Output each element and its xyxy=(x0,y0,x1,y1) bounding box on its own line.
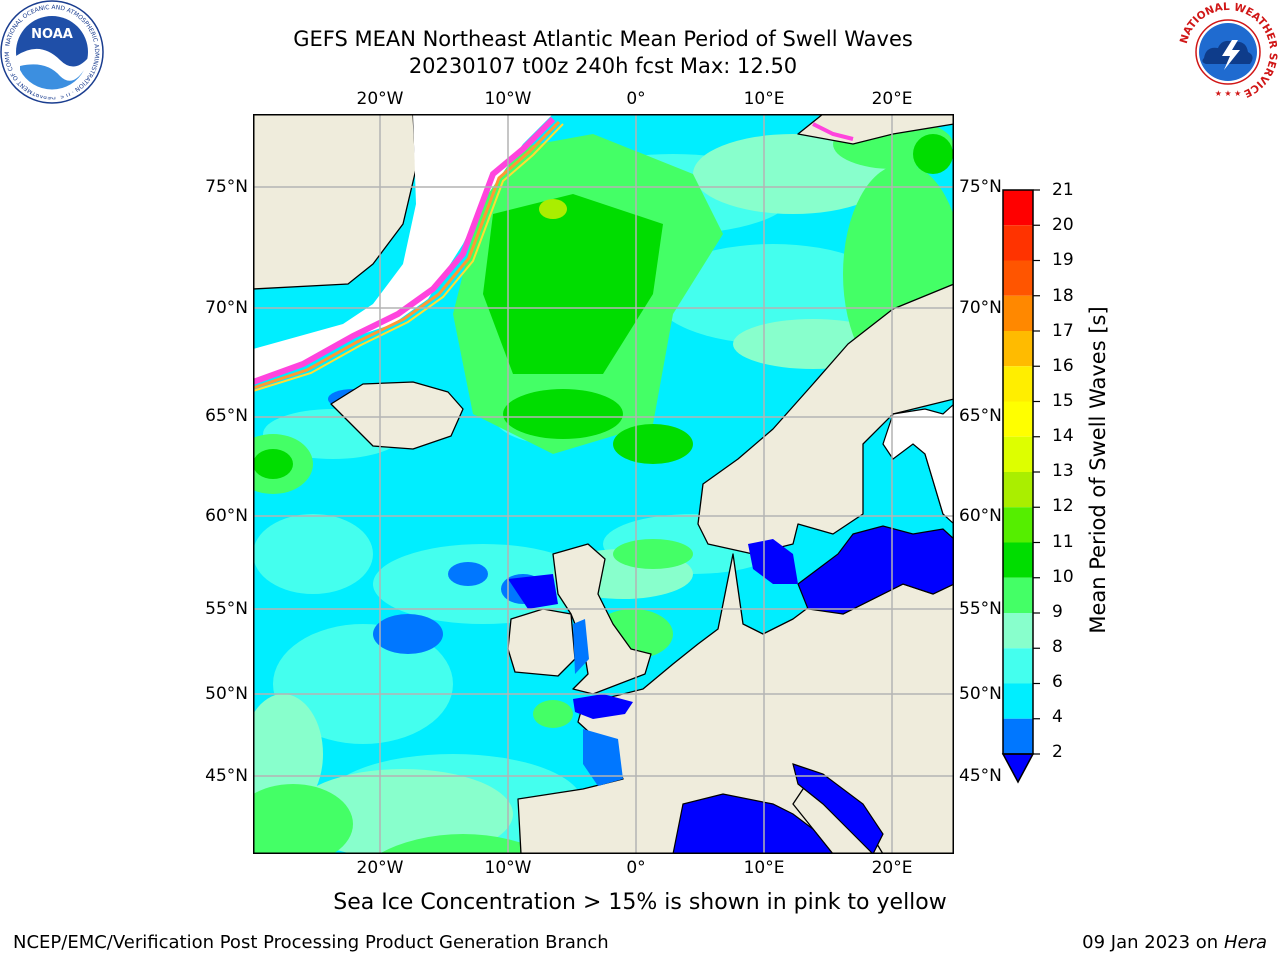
colorbar-tick-16: 16 xyxy=(1052,356,1074,376)
colorbar-tick-13: 13 xyxy=(1052,461,1074,481)
footer-date: 09 Jan 2023 on Hera xyxy=(1082,932,1267,953)
bay-of-biscay xyxy=(583,729,623,786)
colorbar-tick-17: 17 xyxy=(1052,321,1074,341)
lon-label-bottom-20e: 20°E xyxy=(871,858,913,878)
colorbar-tick-8: 8 xyxy=(1052,637,1063,657)
graticule xyxy=(253,114,954,854)
lat-label-right-55n: 55°N xyxy=(959,599,1002,619)
lat-label-right-45n: 45°N xyxy=(959,766,1002,786)
lat-label-left-50n: 50°N xyxy=(205,684,248,704)
sea-ice-edge-yellow xyxy=(253,123,564,392)
colorbar-tick-14: 14 xyxy=(1052,426,1074,446)
lat-label-right-50n: 50°N xyxy=(959,684,1002,704)
colorbar-band-4-6 xyxy=(1003,683,1033,719)
lon-label-top-20e: 20°E xyxy=(871,89,913,109)
colorbar-band-9-10 xyxy=(1003,577,1033,613)
colorbar-band-19-20 xyxy=(1003,225,1033,261)
svg-text:★ ★ ★: ★ ★ ★ xyxy=(1215,89,1242,98)
footer-credit: NCEP/EMC/Verification Post Processing Pr… xyxy=(13,932,609,953)
kattegat xyxy=(748,539,798,584)
lat-label-left-45n: 45°N xyxy=(205,766,248,786)
lon-label-top-0: 0° xyxy=(626,89,646,109)
colorbar-band-2-4 xyxy=(1003,718,1033,754)
lat-label-right-60n: 60°N xyxy=(959,506,1002,526)
lon-label-bottom-10e: 10°E xyxy=(743,858,785,878)
noaa-logo-text: NOAA xyxy=(31,27,73,42)
colorbar-band-8-9 xyxy=(1003,613,1033,649)
land-scandinavia xyxy=(697,283,954,555)
lat-label-left-70n: 70°N xyxy=(205,298,248,318)
irish-sea xyxy=(573,619,589,674)
colorbar-band-18-19 xyxy=(1003,260,1033,296)
colorbar-tick-11: 11 xyxy=(1052,532,1074,552)
lon-label-top-20w: 20°W xyxy=(356,89,404,109)
colorbar-tick-15: 15 xyxy=(1052,391,1074,411)
colorbar-tick-20: 20 xyxy=(1052,215,1074,235)
colorbar xyxy=(1001,189,1040,784)
baltic-sea xyxy=(797,525,954,615)
lon-label-bottom-0: 0° xyxy=(626,858,646,878)
nws-logo: NATIONAL WEATHER SERVICE ★ ★ ★ xyxy=(1177,1,1279,103)
lon-label-bottom-10w: 10°W xyxy=(484,858,532,878)
map-frame xyxy=(253,114,954,854)
sea-ice-edge-orange xyxy=(253,120,561,390)
colorbar-band-16-17 xyxy=(1003,331,1033,367)
lat-label-right-70n: 70°N xyxy=(959,298,1002,318)
map-subtitle: 20230107 t00z 240h fcst Max: 12.50 xyxy=(408,54,798,78)
colorbar-band-10-11 xyxy=(1003,542,1033,578)
colorbar-tick-2: 2 xyxy=(1052,742,1063,762)
land-masses xyxy=(253,114,954,854)
lat-label-right-75n: 75°N xyxy=(959,177,1002,197)
colorbar-tick-18: 18 xyxy=(1052,286,1074,306)
mediterranean-sea xyxy=(672,793,834,854)
colorbar-tick-19: 19 xyxy=(1052,250,1074,270)
swell-period-10-11-field xyxy=(253,134,953,479)
colorbar-tick-12: 12 xyxy=(1052,496,1074,516)
colorbar-tick-6: 6 xyxy=(1052,672,1063,692)
colorbar-band-13-14 xyxy=(1003,436,1033,472)
colorbar-band-17-18 xyxy=(1003,295,1033,331)
colorbar-band-6-8 xyxy=(1003,648,1033,684)
map-plot xyxy=(253,114,954,854)
adriatic-sea xyxy=(792,763,884,854)
colorbar-tick-9: 9 xyxy=(1052,602,1063,622)
gulf-of-bothnia xyxy=(882,403,954,525)
land-iceland xyxy=(330,381,464,450)
colorbar-band-14-15 xyxy=(1003,401,1033,437)
colorbar-title: Mean Period of Swell Waves [s] xyxy=(1086,306,1110,634)
lon-label-top-10w: 10°W xyxy=(484,89,532,109)
land-ireland xyxy=(507,608,576,677)
footer-host: Hera xyxy=(1223,932,1267,953)
sea-ice-svalbard xyxy=(812,122,854,141)
map-title: GEFS MEAN Northeast Atlantic Mean Period… xyxy=(293,27,913,51)
lat-label-left-65n: 65°N xyxy=(205,406,248,426)
colorbar-under-arrow xyxy=(1001,753,1035,784)
lon-label-bottom-20w: 20°W xyxy=(356,858,404,878)
lon-label-top-10e: 10°E xyxy=(743,89,785,109)
colorbar-tick-10: 10 xyxy=(1052,567,1074,587)
colorbar-band-15-16 xyxy=(1003,366,1033,402)
colorbar-band-12-13 xyxy=(1003,472,1033,508)
lat-label-left-60n: 60°N xyxy=(205,506,248,526)
lat-label-left-55n: 55°N xyxy=(205,599,248,619)
noaa-logo: NATIONAL OCEANIC AND ATMOSPHERIC ADMINIS… xyxy=(0,0,104,104)
colorbar-tick-4: 4 xyxy=(1052,707,1063,727)
ice-covered-area xyxy=(253,114,553,379)
footer-date-text: 09 Jan 2023 on xyxy=(1082,932,1224,953)
sea-ice-note: Sea Ice Concentration > 15% is shown in … xyxy=(333,890,947,915)
colorbar-band-20-21 xyxy=(1003,190,1033,226)
colorbar-band-11-12 xyxy=(1003,507,1033,543)
lat-label-left-75n: 75°N xyxy=(205,177,248,197)
lat-label-right-65n: 65°N xyxy=(959,406,1002,426)
colorbar-tick-21: 21 xyxy=(1052,180,1074,200)
north-sea-coast xyxy=(508,574,558,609)
swell-period-max-area xyxy=(539,199,567,219)
english-channel xyxy=(573,694,633,719)
